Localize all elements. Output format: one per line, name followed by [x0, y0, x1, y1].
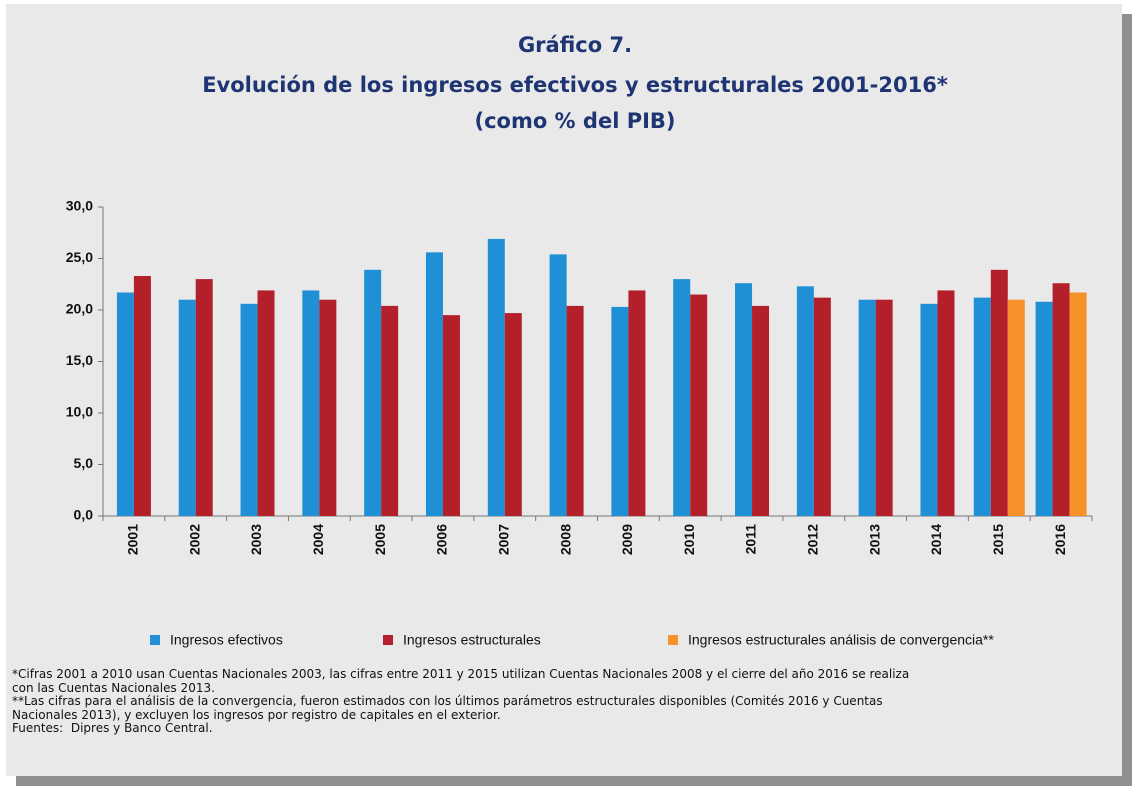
bar [178, 299, 196, 516]
bar [813, 297, 831, 516]
x-tick-label: 2009 [619, 524, 635, 555]
footnote-line: Nacionales 2013), y excluyen los ingreso… [12, 707, 501, 722]
bar [1007, 299, 1025, 516]
x-tick-label: 2007 [495, 524, 511, 555]
footnote-line: *Cifras 2001 a 2010 usan Cuentas Naciona… [12, 667, 910, 681]
bar [1069, 292, 1087, 516]
x-tick-label: 2013 [866, 524, 882, 555]
y-tick-label: 10,0 [66, 404, 93, 420]
bar [858, 299, 876, 516]
bar [364, 269, 382, 516]
x-tick-label: 2014 [928, 524, 944, 555]
y-tick-label: 30,0 [66, 198, 93, 214]
x-tick-label: 2008 [557, 524, 573, 555]
chart-title: Evolución de los ingresos efectivos y es… [202, 73, 948, 97]
bar [302, 290, 320, 516]
legend-label: Ingresos efectivos [170, 632, 283, 648]
bar [566, 305, 584, 516]
y-tick-label: 5,0 [74, 455, 94, 471]
legend-swatch [150, 635, 160, 645]
y-tick-label: 20,0 [66, 301, 93, 317]
bar [116, 292, 134, 516]
footnote-line: **Las cifras para el análisis de la conv… [12, 694, 883, 709]
bar [319, 299, 337, 516]
bar [195, 279, 213, 516]
bar [1052, 283, 1070, 516]
legend-swatch [383, 635, 393, 645]
x-tick-label: 2010 [681, 524, 697, 555]
bar [796, 286, 814, 516]
bar [381, 305, 399, 516]
legend-swatch [668, 635, 678, 645]
bar [257, 290, 275, 516]
legend-label: Ingresos estructurales análisis de conve… [688, 632, 994, 648]
footnotes: *Cifras 2001 a 2010 usan Cuentas Naciona… [12, 667, 910, 736]
y-tick-label: 25,0 [66, 249, 93, 265]
x-tick-label: 2006 [434, 524, 450, 555]
bar [735, 283, 753, 516]
bar [628, 290, 646, 516]
bar [133, 276, 151, 516]
bar [425, 252, 443, 516]
bar [937, 290, 955, 516]
chart-subtitle: (como % del PIB) [474, 109, 675, 133]
bar [611, 306, 629, 516]
y-tick-label: 15,0 [66, 352, 93, 368]
bar [990, 269, 1008, 516]
x-tick-label: 2015 [990, 524, 1006, 555]
bar [875, 299, 893, 516]
bar [973, 297, 991, 516]
y-tick-label: 0,0 [74, 507, 94, 523]
bar [920, 303, 938, 516]
chart-title: Gráfico 7. [518, 33, 632, 57]
bar [690, 294, 708, 516]
x-tick-label: 2011 [743, 524, 759, 555]
x-tick-label: 2003 [248, 524, 264, 555]
x-tick-label: 2016 [1052, 524, 1068, 555]
bar [487, 238, 505, 516]
x-tick-label: 2002 [186, 524, 202, 555]
bar [752, 305, 770, 516]
legend-label: Ingresos estructurales [403, 632, 541, 648]
bar [1035, 301, 1053, 516]
x-tick-label: 2012 [805, 524, 821, 555]
footnote-line: Fuentes: Dipres y Banco Central. [12, 721, 213, 736]
footnote-line: con las Cuentas Nacionales 2013. [12, 680, 215, 695]
x-tick-label: 2005 [372, 524, 388, 555]
bar [549, 254, 567, 516]
bar [504, 313, 522, 516]
x-tick-label: 2004 [310, 524, 326, 555]
bar [442, 315, 460, 516]
bar [240, 303, 258, 516]
bar [673, 279, 691, 516]
x-tick-label: 2001 [125, 524, 141, 555]
